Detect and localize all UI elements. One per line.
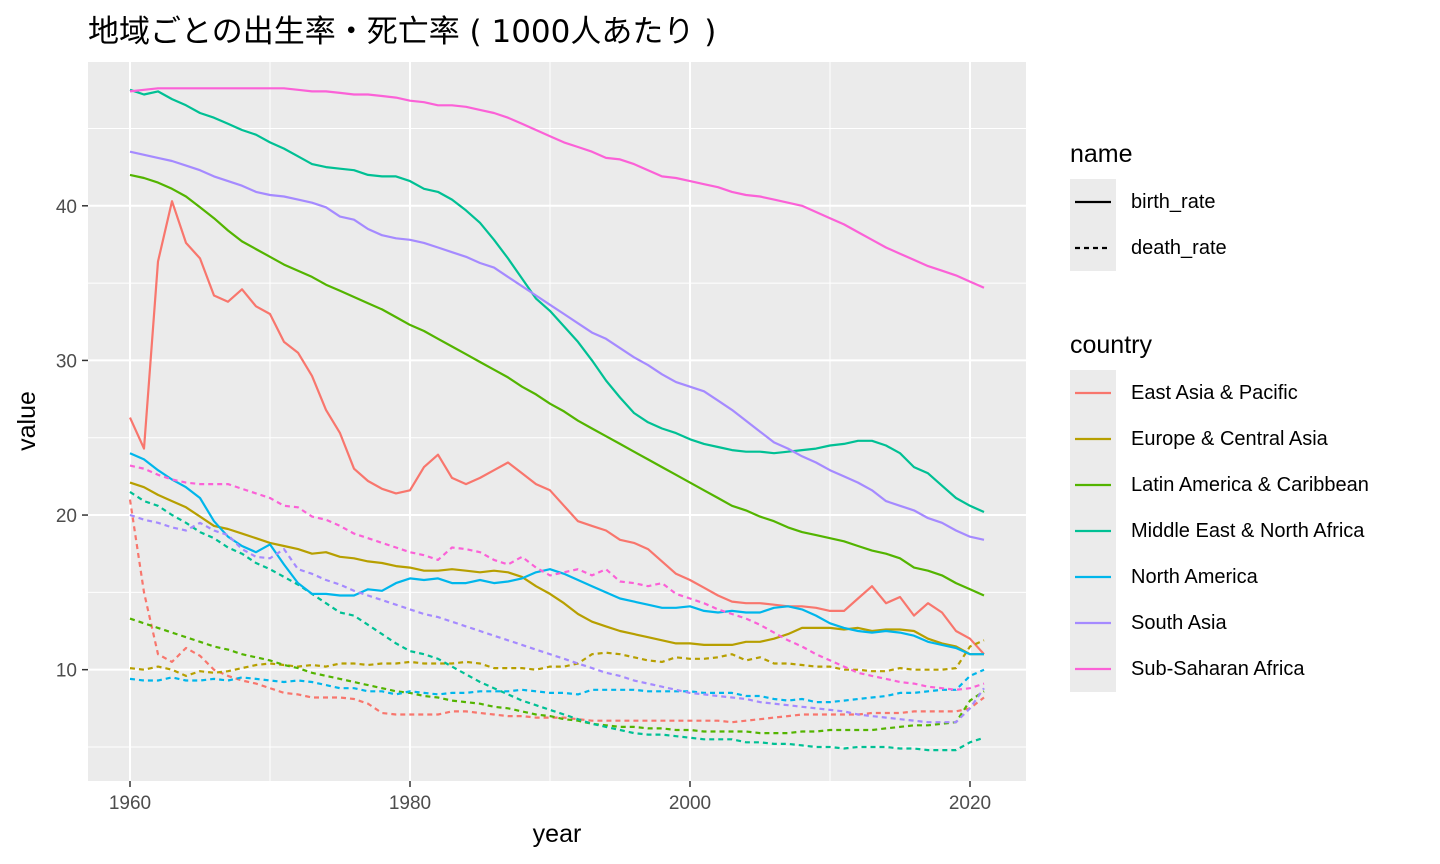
legend-item-death-rate-label: death_rate (1131, 236, 1227, 259)
legend-item-birth-rate-label: birth_rate (1131, 190, 1216, 213)
line-sub-saharan-africa-death-rate (129, 464, 985, 691)
legend-item-europe-central-asia-label: Europe & Central Asia (1131, 427, 1328, 450)
legend-item-north-america: North America (1070, 554, 1369, 600)
y-tick-label: 10 (56, 661, 77, 682)
line-middle-east-north-africa-birth-rate (129, 88, 985, 514)
linetype-legend: name birth_rate death_rate (1070, 140, 1227, 271)
line-east-asia-pacific-death-rate (128, 499, 985, 724)
legend-item-middle-east-north-africa-label: Middle East & North Africa (1131, 519, 1365, 542)
grid-layer (88, 62, 1026, 781)
legend-item-south-asia-label: South Asia (1131, 611, 1227, 634)
legend-item-middle-east-north-africa-key (1070, 508, 1116, 554)
x-tick-label: 2020 (949, 793, 991, 814)
y-tick-label: 40 (56, 197, 77, 218)
legend-item-birth-rate: birth_rate (1070, 179, 1227, 225)
legend-item-middle-east-north-africa: Middle East & North Africa (1070, 508, 1369, 554)
color-legend: country East Asia & Pacific Europe & Cent… (1070, 331, 1369, 692)
legend-item-latin-america-caribbean-label: Latin America & Caribbean (1131, 473, 1369, 496)
legend-item-latin-america-caribbean-key (1070, 462, 1116, 508)
x-axis-title: year (533, 820, 582, 848)
line-sub-saharan-africa-birth-rate (129, 87, 985, 289)
legend-item-south-asia-key (1070, 600, 1116, 646)
line-latin-america-caribbean-death-rate (129, 617, 985, 735)
line-south-asia-death-rate (129, 513, 985, 724)
line-latin-america-caribbean-birth-rate (129, 173, 985, 597)
line-south-asia-birth-rate (129, 150, 985, 541)
color-legend-title: country (1070, 331, 1152, 359)
linetype-legend-title: name (1070, 140, 1133, 168)
line-east-asia-pacific-birth-rate (128, 200, 985, 655)
line-europe-central-asia-death-rate (129, 639, 985, 678)
legend-item-east-asia-pacific-label: East Asia & Pacific (1131, 381, 1298, 404)
line-middle-east-north-africa-death-rate (129, 490, 985, 752)
legend-item-east-asia-pacific: East Asia & Pacific (1070, 370, 1369, 416)
legend-item-south-asia: South Asia (1070, 600, 1369, 646)
x-tick-label: 1960 (109, 793, 151, 814)
legend-item-death-rate-key (1070, 225, 1116, 271)
y-axis-title: value (13, 391, 41, 451)
legend-item-europe-central-asia-key (1070, 416, 1116, 462)
plot-panel (88, 62, 1026, 781)
line-europe-central-asia-birth-rate (129, 481, 984, 656)
legend-item-east-asia-pacific-key (1070, 370, 1116, 416)
legend-item-sub-saharan-africa-key (1070, 646, 1116, 692)
x-tick-label: 2000 (669, 793, 711, 814)
y-tick-label: 20 (56, 506, 77, 527)
legend-item-death-rate: death_rate (1070, 225, 1227, 271)
legend-item-birth-rate-key (1070, 179, 1116, 225)
x-tick-label: 1980 (389, 793, 431, 814)
legend-item-sub-saharan-africa-label: Sub-Saharan Africa (1131, 657, 1305, 680)
axis-ticks: 1960 1980 2000 2020 10 20 30 40 (56, 197, 991, 814)
legend-item-sub-saharan-africa: Sub-Saharan Africa (1070, 646, 1369, 692)
legend-item-north-america-key (1070, 554, 1116, 600)
legend-item-north-america-label: North America (1131, 565, 1258, 588)
legend-item-europe-central-asia: Europe & Central Asia (1070, 416, 1369, 462)
y-tick-label: 30 (56, 351, 77, 372)
line-north-america-birth-rate (129, 452, 984, 656)
chart-title: 地域ごとの出生率・死亡率 ( 1000人あたり ) (88, 14, 717, 50)
series-lines (128, 87, 985, 752)
legend-item-latin-america-caribbean: Latin America & Caribbean (1070, 462, 1369, 508)
